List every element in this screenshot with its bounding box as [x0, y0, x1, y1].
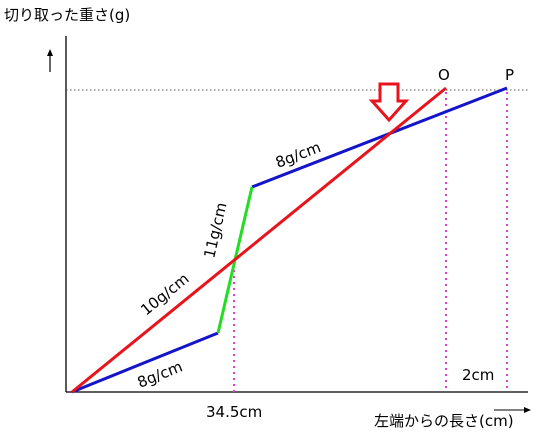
point-p-label: P: [505, 66, 514, 84]
blue-line-bottom: [71, 331, 219, 394]
intersection-arrow-icon: [368, 82, 410, 123]
rate-label-11: 11g/cm: [200, 201, 230, 260]
y-axis-arrow-icon: [47, 49, 53, 72]
x-axis-arrow-icon: [494, 407, 531, 413]
gap-label: 2cm: [462, 366, 494, 384]
rate-label-8-top: 8g/cm: [273, 138, 323, 172]
y-axis-label: 切り取った重さ(g): [4, 6, 130, 24]
rate-label-10: 10g/cm: [137, 270, 192, 320]
red-line: [71, 86, 447, 394]
x-mark-label: 34.5cm: [206, 403, 262, 421]
point-o-label: O: [438, 66, 450, 84]
x-axis-label: 左端からの長さ(cm): [374, 412, 514, 430]
blue-line-top: [251, 86, 508, 189]
